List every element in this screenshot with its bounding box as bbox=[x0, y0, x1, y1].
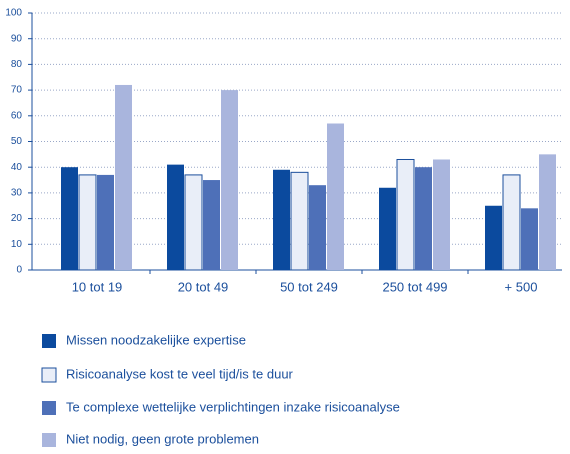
y-tick-label: 0 bbox=[16, 265, 22, 276]
y-tick-label: 10 bbox=[11, 239, 23, 250]
bar bbox=[485, 205, 502, 270]
bar bbox=[184, 174, 203, 271]
bar bbox=[327, 123, 344, 270]
bar bbox=[115, 84, 132, 271]
bar bbox=[203, 180, 220, 270]
legend-label: Missen noodzakelijke expertise bbox=[66, 332, 246, 347]
legend-swatch bbox=[42, 334, 56, 348]
y-tick-label: 60 bbox=[11, 110, 23, 121]
legend-swatch bbox=[42, 401, 56, 415]
bar bbox=[521, 208, 538, 270]
bar bbox=[167, 164, 184, 270]
legend-label: Te complexe wettelijke verplichtingen in… bbox=[66, 399, 400, 414]
legend-swatch bbox=[41, 367, 57, 383]
bar bbox=[273, 169, 290, 270]
x-tick-label: 20 tot 49 bbox=[178, 279, 229, 294]
x-tick-label: + 500 bbox=[505, 279, 538, 294]
bar bbox=[415, 167, 432, 270]
y-tick-label: 100 bbox=[5, 8, 22, 19]
bar bbox=[61, 167, 78, 270]
bar bbox=[290, 171, 309, 271]
bar bbox=[221, 90, 238, 270]
x-tick-label: 10 tot 19 bbox=[72, 279, 123, 294]
x-tick-label: 50 tot 249 bbox=[280, 279, 338, 294]
legend-swatch bbox=[42, 433, 56, 447]
y-tick-label: 50 bbox=[11, 136, 23, 147]
legend-label: Niet nodig, geen grote problemen bbox=[66, 431, 259, 446]
bar bbox=[309, 185, 326, 270]
bar bbox=[97, 174, 114, 270]
y-tick-label: 40 bbox=[11, 162, 23, 173]
bar bbox=[396, 158, 415, 271]
y-tick-label: 90 bbox=[11, 33, 23, 44]
y-tick-label: 80 bbox=[11, 59, 23, 70]
x-tick-label: 250 tot 499 bbox=[382, 279, 447, 294]
y-tick-label: 30 bbox=[11, 188, 23, 199]
bar bbox=[433, 159, 450, 270]
legend-label: Risicoanalyse kost te veel tijd/is te du… bbox=[66, 366, 294, 381]
bar bbox=[502, 174, 521, 271]
y-tick-label: 70 bbox=[11, 85, 23, 96]
y-tick-label: 20 bbox=[11, 213, 23, 224]
bar bbox=[539, 154, 556, 270]
bar bbox=[379, 187, 396, 270]
bar bbox=[78, 174, 97, 271]
